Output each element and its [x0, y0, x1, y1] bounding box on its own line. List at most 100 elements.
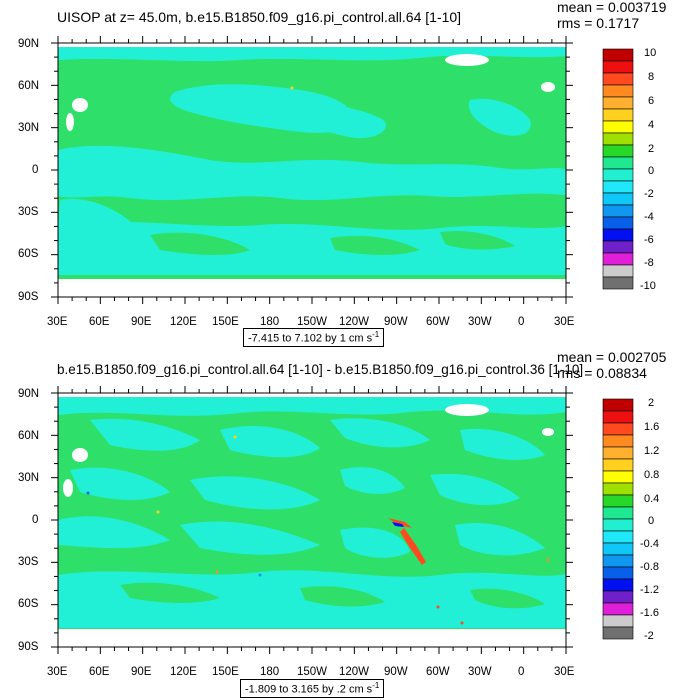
- colorbar-swatch: [602, 434, 634, 448]
- colorbar-swatch: [602, 264, 634, 278]
- colorbar-swatch: [602, 180, 634, 194]
- panel2-mean: mean = 0.002705: [557, 349, 667, 365]
- colorbar-swatch: [602, 120, 634, 134]
- colorbar-swatch: [602, 156, 634, 170]
- colorbar-swatch: [602, 554, 634, 568]
- colorbar-label: 0: [648, 515, 655, 527]
- colorbar-swatch: [602, 204, 634, 218]
- colorbar-swatch: [602, 60, 634, 74]
- colorbar-swatch: [602, 506, 634, 520]
- colorbar-swatch: [602, 446, 634, 460]
- lon-label: 30E: [47, 316, 68, 328]
- lat-label: 60N: [18, 430, 40, 442]
- colorbar-swatch: [602, 84, 634, 98]
- colorbar-swatch: [602, 470, 634, 484]
- panel2-contour-info: -1.809 to 3.165 by .2 cm s-1: [240, 679, 385, 698]
- lon-label: 180: [260, 666, 280, 678]
- lon-label: 30E: [47, 666, 68, 678]
- lon-label: 30E: [554, 316, 575, 328]
- panel2-ticks: [51, 386, 573, 654]
- lon-label: 60W: [426, 316, 450, 328]
- colorbar-label: 8: [648, 71, 655, 83]
- lat-label: 30S: [18, 556, 39, 568]
- colorbar-label: -1.2: [640, 584, 659, 596]
- colorbar-swatch: [602, 602, 634, 616]
- panel1-colorbar: [602, 48, 634, 290]
- panel1-map: [58, 43, 566, 297]
- colorbar-swatch: [602, 458, 634, 472]
- lon-label: 120W: [339, 666, 370, 678]
- colorbar-swatch: [602, 192, 634, 206]
- colorbar-label: 6: [648, 95, 655, 107]
- colorbar-swatch: [602, 482, 634, 496]
- colorbar-label: 0.4: [644, 493, 660, 505]
- colorbar-label: -0.8: [640, 561, 659, 573]
- colorbar-swatch: [602, 578, 634, 592]
- lon-label: 150W: [297, 666, 328, 678]
- lat-label: 90S: [18, 641, 39, 653]
- colorbar-label: -0.4: [640, 538, 659, 550]
- panel1-contour-info-text: -7.415 to 7.102 by 1 cm s: [248, 332, 373, 345]
- colorbar-swatch: [602, 228, 634, 242]
- lat-label: 30N: [18, 472, 40, 484]
- panel2-title: b.e15.B1850.f09_g16.pi_control.all.64 [1…: [57, 362, 584, 377]
- lon-label: 30W: [468, 316, 492, 328]
- colorbar-swatch: [602, 590, 634, 604]
- colorbar-swatch: [602, 144, 634, 158]
- lat-label: 90N: [18, 38, 40, 50]
- panel1-contour-info: -7.415 to 7.102 by 1 cm s-1: [243, 328, 385, 347]
- lon-label: 0: [518, 316, 525, 328]
- lat-label: 0: [32, 514, 39, 526]
- panel2-rms: rms = 0.08834: [557, 365, 647, 381]
- colorbar-label: 0: [648, 165, 655, 177]
- colorbar-label: 2: [648, 143, 655, 155]
- lat-label: 90S: [18, 291, 39, 303]
- panel1-mean: mean = 0.003719: [557, 0, 667, 15]
- colorbar-label: -1.6: [640, 607, 659, 619]
- lon-label: 60W: [426, 666, 450, 678]
- colorbar-swatch: [602, 530, 634, 544]
- lon-label: 120E: [170, 316, 197, 328]
- lat-label: 60N: [18, 80, 40, 92]
- panel1-title: UISOP at z= 45.0m, b.e15.B1850.f09_g16.p…: [57, 9, 462, 25]
- colorbar-swatch: [602, 108, 634, 122]
- colorbar-swatch: [602, 410, 634, 424]
- lon-label: 120W: [339, 316, 370, 328]
- panel2-contour-info-exp: -1: [372, 681, 380, 690]
- colorbar-label: 1.6: [644, 421, 660, 433]
- panel1-rms: rms = 0.1717: [557, 15, 640, 31]
- colorbar-swatch: [602, 542, 634, 556]
- lon-label: 60E: [89, 316, 110, 328]
- colorbar-swatch: [602, 72, 634, 86]
- lon-label: 150E: [212, 316, 239, 328]
- lon-label: 30W: [468, 666, 492, 678]
- colorbar-label: -6: [644, 234, 654, 246]
- colorbar-swatch: [602, 494, 634, 508]
- colorbar-label: -2: [644, 188, 654, 200]
- colorbar-swatch: [602, 422, 634, 436]
- colorbar-swatch: [602, 132, 634, 146]
- lat-label: 0: [32, 164, 39, 176]
- lon-label: 60E: [89, 666, 110, 678]
- lat-label: 60S: [18, 248, 39, 260]
- colorbar-label: 10: [644, 47, 657, 59]
- lon-label: 90E: [131, 316, 152, 328]
- colorbar-label: 0.8: [644, 469, 660, 481]
- panel2-contour-info-text: -1.809 to 3.165 by .2 cm s: [245, 683, 373, 696]
- colorbar-swatch: [602, 48, 634, 62]
- colorbar-label: -2: [644, 630, 654, 642]
- colorbar-label: -4: [644, 211, 654, 223]
- colorbar-swatch: [602, 96, 634, 110]
- colorbar-swatch: [602, 518, 634, 532]
- colorbar-swatch: [602, 240, 634, 254]
- colorbar-swatch: [602, 216, 634, 230]
- colorbar-label: -10: [640, 280, 656, 292]
- lon-label: 30E: [554, 666, 575, 678]
- lon-label: 150E: [212, 666, 239, 678]
- lon-label: 90W: [384, 316, 408, 328]
- lon-label: 150W: [297, 316, 328, 328]
- colorbar-label: 4: [648, 119, 655, 131]
- lat-label: 90N: [18, 388, 40, 400]
- colorbar-swatch: [602, 614, 634, 628]
